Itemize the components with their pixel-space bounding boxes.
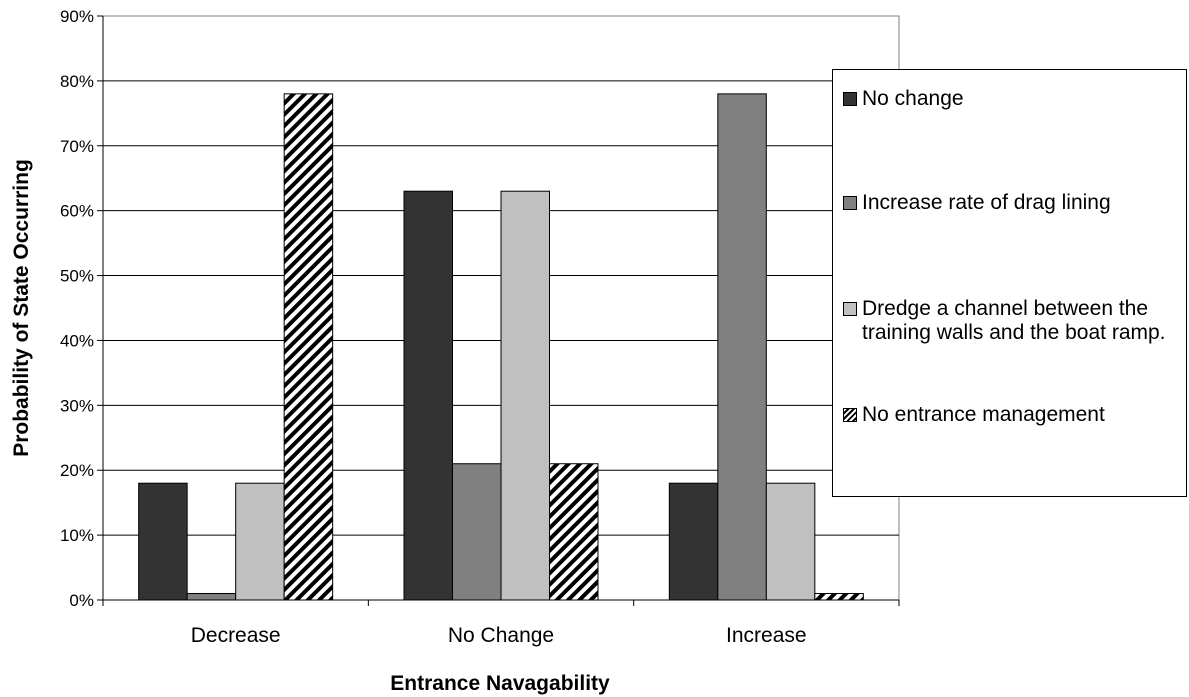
bar-3-increase — [814, 593, 864, 601]
legend: No change Increase rate of drag lining D… — [832, 69, 1187, 497]
bars — [138, 93, 864, 601]
bar-1-decrease — [186, 593, 237, 601]
bar-0-decrease — [138, 482, 188, 601]
legend-label-0: No change — [862, 87, 964, 110]
legend-item-1: Increase rate of drag lining — [843, 191, 1187, 215]
y-tick-label: 80% — [60, 72, 94, 91]
y-tick-label: 60% — [60, 202, 94, 221]
legend-label-1: Increase rate of drag lining — [862, 191, 1111, 214]
y-tick-label: 90% — [60, 7, 94, 26]
x-category-label: Decrease — [191, 624, 281, 647]
legend-swatch-2 — [843, 302, 857, 316]
y-tick-label: 30% — [60, 396, 94, 415]
x-category-label: No Change — [448, 624, 554, 647]
y-tick-label: 10% — [60, 526, 94, 545]
bar-1-no-change — [452, 463, 502, 601]
legend-swatch-0 — [843, 92, 857, 106]
bar-2-no-change — [500, 190, 550, 601]
y-tick-label: 70% — [60, 137, 94, 156]
bar-3-decrease — [283, 93, 334, 601]
x-category-labels: Decrease No Change Increase — [191, 624, 807, 647]
y-axis-title: Probability of State Occurring — [10, 159, 33, 457]
legend-label-2: Dredge a channel between the training wa… — [862, 297, 1166, 344]
axes — [97, 15, 900, 606]
y-tick-label: 20% — [60, 461, 94, 480]
bar-3-no-change — [549, 463, 599, 601]
legend-label-3: No entrance management — [862, 403, 1105, 426]
x-axis-title: Entrance Navagability — [390, 672, 610, 695]
y-tick-label: 40% — [60, 331, 94, 350]
legend-item-3: No entrance management — [843, 403, 1187, 427]
bar-2-increase — [765, 482, 816, 601]
bar-1-increase — [717, 93, 767, 601]
bar-0-increase — [668, 482, 719, 601]
legend-item-2: Dredge a channel between the training wa… — [843, 297, 1177, 345]
bar-2-decrease — [235, 482, 285, 601]
y-tick-labels: 0% 10% 20% 30% 40% 50% 60% 70% 80% 90% — [60, 7, 94, 610]
legend-swatch-1 — [843, 196, 857, 210]
y-tick-label: 0% — [69, 591, 94, 610]
legend-item-0: No change — [843, 87, 1187, 111]
x-category-label: Increase — [726, 624, 807, 647]
y-tick-label: 50% — [60, 267, 94, 286]
legend-swatch-3 — [843, 408, 857, 422]
bar-0-no-change — [403, 190, 453, 601]
